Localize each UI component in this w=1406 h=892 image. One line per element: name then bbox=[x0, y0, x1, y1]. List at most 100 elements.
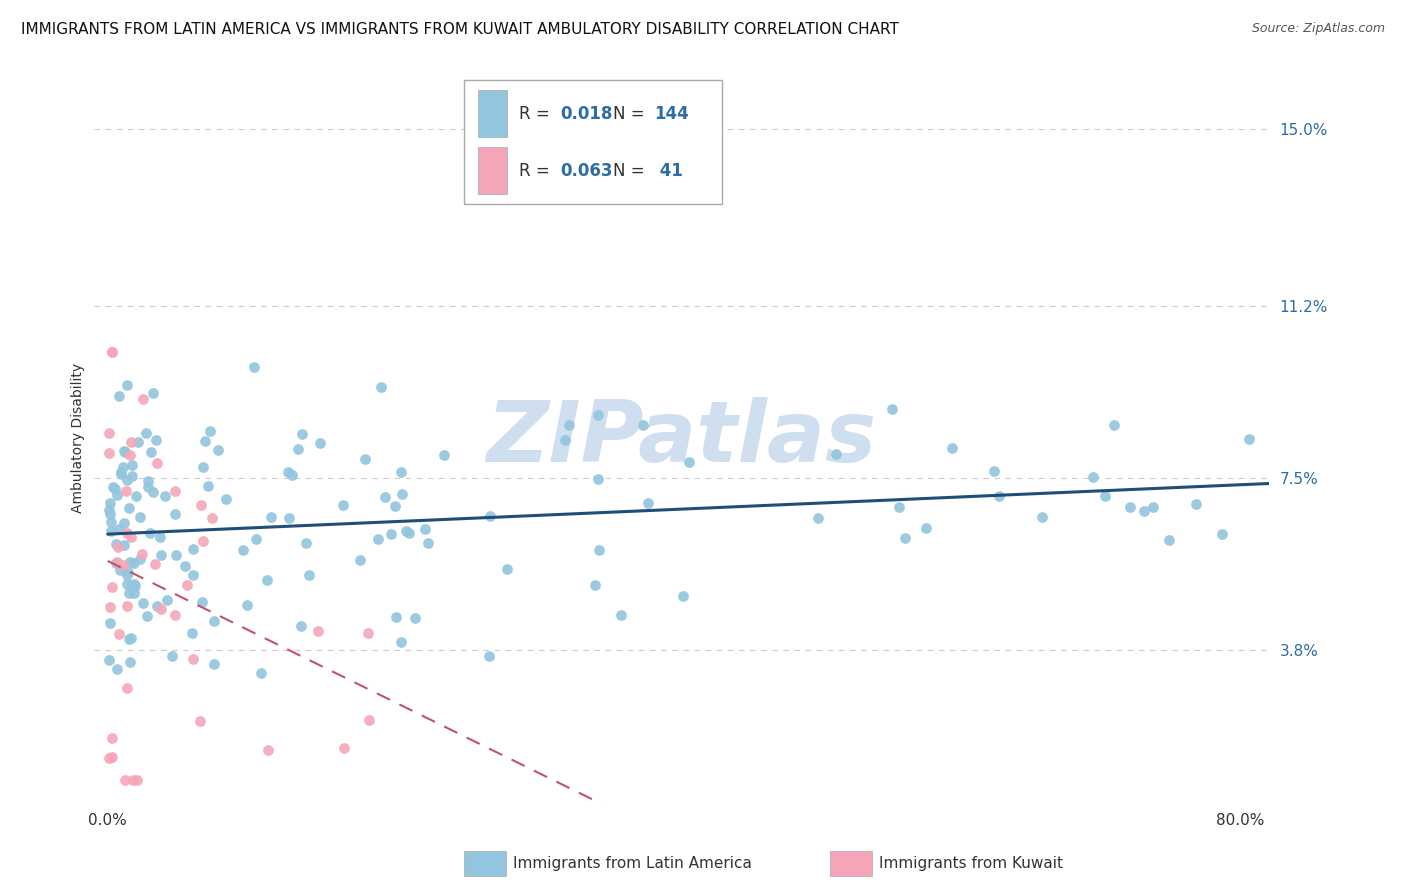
Point bbox=[1237, 433, 1260, 447]
Point bbox=[215, 491, 238, 506]
Point bbox=[101, 731, 124, 745]
Point bbox=[357, 714, 380, 728]
Point bbox=[1184, 497, 1206, 511]
Point bbox=[181, 541, 204, 556]
Point bbox=[395, 524, 418, 538]
Point bbox=[277, 465, 299, 479]
Point bbox=[127, 435, 149, 450]
Point bbox=[291, 427, 314, 442]
Point bbox=[125, 489, 148, 503]
Point bbox=[120, 631, 142, 645]
Point bbox=[100, 508, 122, 522]
Point bbox=[142, 485, 165, 500]
Point bbox=[120, 530, 142, 544]
Point bbox=[678, 455, 700, 469]
Point bbox=[588, 409, 610, 423]
Point bbox=[108, 389, 131, 403]
Point bbox=[495, 562, 517, 576]
Point bbox=[145, 433, 167, 447]
Point bbox=[332, 498, 354, 512]
Point bbox=[104, 482, 127, 496]
Point bbox=[280, 468, 302, 483]
Point bbox=[197, 479, 219, 493]
Point bbox=[1102, 418, 1125, 433]
Point bbox=[112, 516, 135, 530]
Point bbox=[256, 573, 278, 587]
Point bbox=[101, 749, 124, 764]
Point bbox=[150, 548, 173, 562]
Point bbox=[201, 511, 224, 525]
Point bbox=[120, 655, 142, 669]
Point bbox=[98, 425, 121, 440]
Point bbox=[111, 558, 134, 572]
Text: 0.063: 0.063 bbox=[560, 161, 613, 180]
Point bbox=[307, 624, 329, 638]
Point bbox=[200, 424, 222, 438]
Point bbox=[433, 448, 456, 462]
Point bbox=[115, 378, 138, 392]
Text: 0.018: 0.018 bbox=[560, 104, 613, 123]
Point bbox=[190, 498, 212, 512]
Point bbox=[115, 599, 138, 613]
Text: IMMIGRANTS FROM LATIN AMERICA VS IMMIGRANTS FROM KUWAIT AMBULATORY DISABILITY CO: IMMIGRANTS FROM LATIN AMERICA VS IMMIGRA… bbox=[21, 22, 898, 37]
Point bbox=[98, 751, 121, 765]
Point bbox=[146, 599, 169, 614]
Point bbox=[193, 460, 215, 475]
Point bbox=[107, 555, 129, 569]
Point bbox=[188, 714, 211, 729]
Point bbox=[143, 557, 166, 571]
Point bbox=[150, 602, 173, 616]
Point bbox=[1159, 533, 1181, 547]
Point bbox=[120, 555, 142, 569]
Point bbox=[120, 435, 142, 450]
Point bbox=[155, 489, 177, 503]
Point bbox=[308, 436, 330, 450]
Point bbox=[232, 542, 254, 557]
Point bbox=[115, 568, 138, 582]
Point bbox=[256, 742, 278, 756]
Point bbox=[108, 627, 131, 641]
Text: 144: 144 bbox=[654, 104, 689, 123]
Point bbox=[110, 467, 132, 482]
Point bbox=[202, 657, 225, 671]
Point bbox=[131, 547, 153, 561]
Y-axis label: Ambulatory Disability: Ambulatory Disability bbox=[72, 363, 86, 513]
Point bbox=[583, 578, 606, 592]
Point bbox=[136, 480, 159, 494]
Point bbox=[259, 510, 281, 524]
Point bbox=[202, 614, 225, 628]
Point bbox=[98, 503, 121, 517]
Point bbox=[181, 652, 204, 666]
Point bbox=[132, 596, 155, 610]
Point bbox=[207, 442, 229, 457]
Point bbox=[557, 417, 579, 432]
Text: N =: N = bbox=[613, 104, 650, 123]
Point bbox=[122, 586, 145, 600]
Point bbox=[98, 653, 121, 667]
Text: Immigrants from Latin America: Immigrants from Latin America bbox=[513, 856, 752, 871]
Point bbox=[112, 538, 135, 552]
Point bbox=[98, 446, 121, 460]
Point bbox=[894, 531, 917, 545]
Point bbox=[121, 458, 143, 473]
Point bbox=[112, 460, 135, 475]
Point bbox=[287, 442, 309, 457]
Point bbox=[1081, 470, 1104, 484]
Point bbox=[115, 681, 138, 695]
Point bbox=[148, 530, 170, 544]
Point bbox=[117, 473, 139, 487]
Point bbox=[101, 480, 124, 494]
Point bbox=[128, 552, 150, 566]
Point bbox=[398, 525, 420, 540]
Point bbox=[235, 598, 257, 612]
Point bbox=[105, 488, 128, 502]
Point bbox=[105, 556, 128, 570]
Point bbox=[176, 578, 198, 592]
Point bbox=[191, 534, 214, 549]
Point bbox=[142, 385, 165, 400]
Point bbox=[983, 464, 1005, 478]
Point bbox=[146, 456, 169, 470]
Point bbox=[586, 472, 609, 486]
Point bbox=[194, 434, 217, 448]
Point bbox=[160, 648, 183, 663]
